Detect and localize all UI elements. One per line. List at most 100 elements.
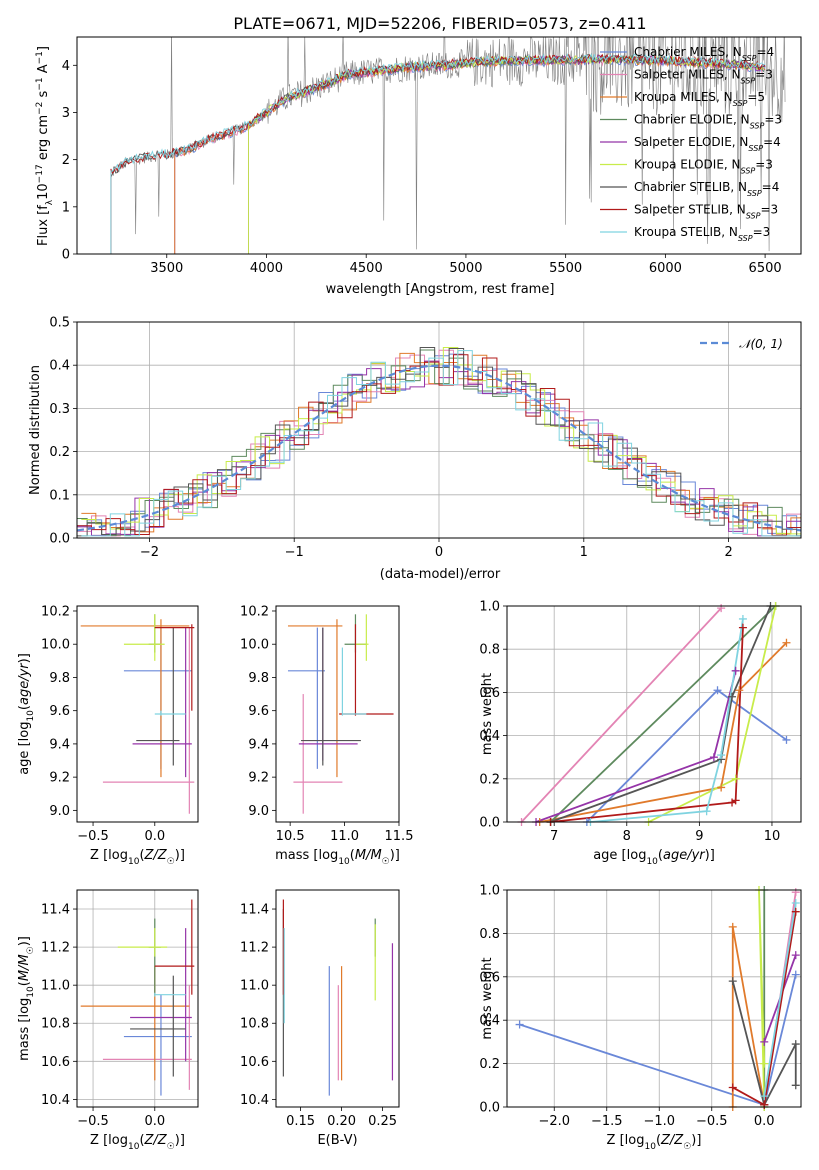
x-axis-label: wavelength [Angstrom, rest frame] — [326, 282, 555, 297]
z-age-panel: −0.5 0.0 9.0 9.2 9.4 9.6 9.8 10.0 10.2 Z [log10(Z… — [17, 604, 199, 867]
axes-frame — [76, 36, 802, 255]
x-tick-label: −1.5 — [591, 1114, 623, 1129]
legend-label: Kroupa MILES, NSSP=5 — [634, 90, 765, 108]
series-marker — [713, 686, 722, 695]
y-tick-label: 10.4 — [41, 1093, 70, 1108]
series-line-kroupa-miles — [539, 642, 788, 822]
y-tick-label: 0.0 — [479, 1101, 500, 1116]
histogram-salpeter-stelib — [77, 354, 801, 536]
y-tick-label: 0.8 — [479, 643, 500, 658]
series-marker — [702, 807, 711, 816]
series-marker — [515, 1020, 524, 1029]
y-tick-label: 11.0 — [41, 979, 70, 994]
axes-frame — [275, 605, 400, 823]
x-tick-label: −0.5 — [696, 1114, 728, 1129]
y-tick-label: 10.0 — [41, 638, 70, 653]
y-tick-label: 1 — [62, 200, 70, 215]
y-tick-label: 0.2 — [49, 445, 70, 460]
y-tick-label: 0.4 — [49, 359, 70, 374]
x-tick-label: 0.15 — [286, 1114, 315, 1129]
y-tick-label: 10.6 — [41, 1055, 70, 1070]
series-marker — [782, 735, 791, 744]
residuals-panel: −2 −1 0 1 2 0.0 0.1 0.2 0.3 0.4 0.5 𝒩(0, 1) (data-mo… — [28, 316, 802, 582]
y-tick-label: 1.0 — [479, 600, 500, 615]
y-tick-label: 0.6 — [479, 970, 500, 985]
x-tick-label: 6000 — [649, 261, 682, 276]
series-marker — [791, 899, 800, 908]
y-tick-label: 10.2 — [41, 604, 70, 619]
series-marker — [760, 1037, 769, 1046]
series-marker — [791, 951, 800, 960]
series-marker — [717, 751, 726, 760]
x-tick-label: 0.0 — [144, 1114, 165, 1129]
legend-label: Chabrier STELIB, NSSP=4 — [634, 180, 779, 198]
series-marker — [791, 1081, 800, 1090]
series-marker — [717, 783, 726, 792]
y-tick-label: 0.0 — [479, 816, 500, 831]
y-tick-label: 11.4 — [240, 903, 269, 918]
axes-frame — [76, 605, 199, 823]
x-axis-label: Z [log10(Z/Z☉)] — [607, 1133, 702, 1152]
y-tick-label: 10.8 — [240, 1017, 269, 1032]
mass_age-plot-area — [287, 614, 394, 814]
series-line-salpeter-miles — [520, 607, 722, 822]
series-marker — [735, 686, 744, 695]
x-tick-label: −1.0 — [643, 1114, 675, 1129]
x-tick-label: 5000 — [449, 261, 482, 276]
x-tick-label: 9 — [695, 829, 703, 844]
y-tick-label: 9.2 — [49, 771, 70, 786]
series-marker — [709, 753, 718, 762]
x-axis-label: E(B-V) — [317, 1133, 357, 1148]
mass-age-panel: 10.5 11.0 11.5 9.0 9.2 9.4 9.6 9.8 10.0 10.2 mass … — [240, 604, 413, 867]
y-tick-label: 9.2 — [248, 771, 269, 786]
x-tick-label: 10 — [764, 829, 781, 844]
series-line-salpeter-elodie — [535, 670, 737, 822]
y-tick-label: 9.4 — [248, 737, 269, 752]
series-line-chabrier-stelib — [731, 980, 797, 1107]
x-axis-label: Z [log10(Z/Z☉)] — [90, 848, 185, 867]
x-tick-label: −1 — [285, 545, 304, 560]
x-tick-label: 2 — [724, 545, 732, 560]
series-marker — [728, 1083, 737, 1092]
x-axis-label: mass [log10(M/M☉)] — [275, 848, 400, 867]
age-weight-panel: 7 8 9 10 0.0 0.2 0.4 0.6 0.8 1.0 age [log10(age/yr… — [479, 600, 802, 867]
series-marker — [731, 666, 740, 675]
legend-label: 𝒩(0, 1) — [739, 337, 783, 351]
model-line-kroupa-stelib — [110, 53, 766, 254]
y-tick-label: 1.0 — [479, 884, 500, 899]
y-tick-label: 11.2 — [240, 941, 269, 956]
y-tick-label: 11.0 — [240, 979, 269, 994]
legend-label: Salpeter STELIB, NSSP=3 — [634, 203, 778, 221]
y-tick-label: 0.8 — [479, 927, 500, 942]
y-tick-label: 9.8 — [248, 671, 269, 686]
y-tick-label: 0.3 — [49, 402, 70, 417]
series-line-chabrier-miles — [519, 974, 797, 1106]
y-axis-label: age [log10(age/yr)] — [17, 653, 36, 775]
x-tick-label: 11.5 — [385, 829, 414, 844]
series-line-kroupa-stelib — [763, 902, 797, 1097]
x-tick-label: 1 — [580, 545, 588, 560]
y-tick-label: 9.6 — [248, 704, 269, 719]
histogram-kroupa-stelib — [81, 350, 801, 537]
series-line-kroupa-elodie — [758, 890, 766, 1107]
x-tick-label: 0 — [435, 545, 443, 560]
x-tick-label: −0.5 — [77, 1114, 109, 1129]
y-axis-label: mass [log10(M/M☉)] — [17, 936, 36, 1061]
ebv-mass-panel: 0.15 0.20 0.25 10.4 10.6 10.8 11.0 11.2 11.4 E(B-… — [240, 889, 400, 1148]
y-axis-label: mass weight — [480, 957, 495, 1039]
y-tick-label: 0.0 — [49, 532, 70, 547]
series-marker — [717, 604, 726, 613]
y-tick-label: 0.5 — [49, 316, 70, 331]
x-tick-label: 11.0 — [330, 829, 359, 844]
figure-title: PLATE=0671, MJD=52206, FIBERID=0573, z=0… — [233, 14, 646, 33]
model-line-salpeter-stelib — [110, 53, 766, 254]
y-tick-label: 0.6 — [479, 686, 500, 701]
y-tick-label: 0.2 — [479, 1057, 500, 1072]
x-axis-label: age [log10(age/yr)] — [593, 848, 715, 867]
y-tick-label: 9.4 — [49, 737, 70, 752]
z_weight-plot-area — [519, 890, 797, 1107]
series-marker — [760, 1059, 769, 1068]
y-tick-label: 9.6 — [49, 704, 70, 719]
legend-label: Chabrier MILES, NSSP=4 — [634, 45, 774, 63]
y-tick-label: 0.4 — [479, 1014, 500, 1029]
